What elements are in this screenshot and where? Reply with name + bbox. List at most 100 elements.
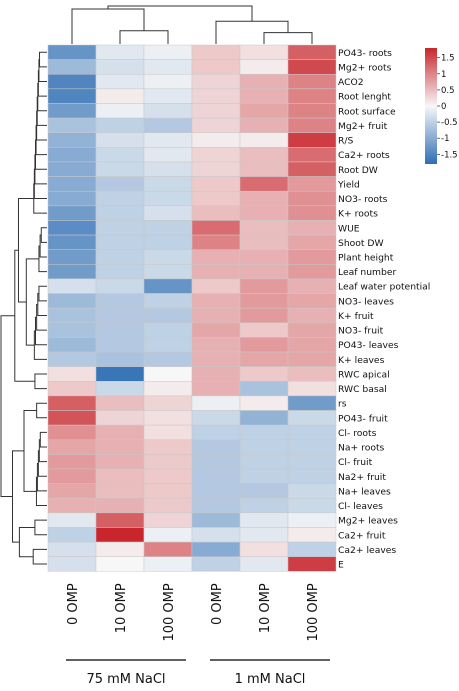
- row-label: K+ roots: [338, 209, 378, 220]
- legend-colorbar: [425, 48, 437, 164]
- row-labels: PO43- roots Mg2+ roots ACO2 Root lenght Root…: [337, 48, 430, 571]
- row-label: Shoot DW: [338, 238, 384, 249]
- heatmap-cell: [47, 161, 97, 177]
- heatmap-cell: [47, 454, 97, 470]
- heatmap-cell: [143, 307, 193, 324]
- heatmap-cell: [47, 337, 97, 353]
- heatmap-cell: [287, 541, 337, 557]
- heatmap-cell: [287, 293, 337, 309]
- heatmap-cell: [239, 497, 289, 514]
- heatmap-cell: [287, 73, 337, 90]
- legend-tick-label: 1: [441, 70, 446, 80]
- heatmap-cell: [239, 205, 289, 221]
- heatmap-cell: [143, 351, 193, 367]
- heatmap-cell: [191, 395, 241, 411]
- heatmap-cell: [287, 234, 337, 250]
- heatmap-cell: [287, 527, 337, 543]
- column-label: 100 OMP: [306, 583, 321, 641]
- heatmap-cell: [191, 88, 241, 104]
- heatmap-cell: [191, 176, 241, 192]
- heatmap-cell: [191, 483, 241, 499]
- row-label: NO3- roots: [338, 194, 388, 205]
- heatmap-cell: [143, 205, 193, 221]
- heatmap-cell: [191, 497, 241, 514]
- row-label: Mg2+ leaves: [338, 516, 398, 527]
- heatmap-cell: [287, 424, 337, 440]
- row-label: Yield: [337, 179, 360, 190]
- row-label: Leaf number: [338, 267, 396, 278]
- heatmap-cell: [47, 512, 97, 528]
- row-label: RWC apical: [338, 369, 390, 380]
- heatmap-cell: [95, 322, 145, 338]
- heatmap-cell: [143, 395, 193, 411]
- heatmap-cell: [95, 234, 145, 250]
- heatmap-cell: [47, 541, 97, 557]
- heatmap-cell: [47, 366, 97, 382]
- heatmap-cell: [287, 190, 337, 207]
- heatmap-cell: [191, 454, 241, 470]
- heatmap-cell: [95, 220, 145, 236]
- heatmap-cell: [287, 103, 337, 119]
- dendrogram-branch: [18, 526, 35, 558]
- heatmap-cell: [287, 278, 337, 294]
- heatmap-cell: [143, 483, 193, 499]
- heatmap-cell: [47, 147, 97, 163]
- heatmap-cell: [239, 234, 289, 250]
- heatmap-cell: [287, 468, 337, 484]
- row-label: Leaf water potential: [338, 282, 430, 293]
- heatmap-cell: [143, 468, 193, 484]
- heatmap-cell: [143, 512, 193, 528]
- heatmap-cell: [95, 541, 145, 557]
- row-label: Ca2+ roots: [338, 150, 390, 161]
- heatmap-cell: [95, 483, 145, 499]
- dendrogram-branch: [36, 402, 47, 419]
- heatmap-cell: [287, 161, 337, 177]
- row-label: Root lenght: [338, 92, 391, 103]
- heatmap-cell: [287, 59, 337, 75]
- heatmap-cell: [95, 278, 145, 294]
- legend-tick-label: -1.5: [441, 150, 458, 160]
- heatmap-cell: [191, 366, 241, 382]
- heatmap-cell: [239, 556, 289, 572]
- heatmap-cell: [191, 307, 241, 324]
- row-label: Ca2+ fruit: [338, 530, 386, 541]
- heatmap-cell: [239, 439, 289, 455]
- heatmap-cell: [191, 161, 241, 177]
- heatmap-cell: [287, 454, 337, 470]
- heatmap-cell: [143, 161, 193, 177]
- heatmap-cell: [47, 234, 97, 250]
- row-label: WUE: [338, 223, 360, 234]
- dendrogram-branch: [23, 410, 37, 492]
- row-label: PO43- roots: [338, 48, 392, 59]
- heatmap-cell: [143, 439, 193, 455]
- row-label: NO3- leaves: [338, 296, 394, 307]
- heatmap-cell: [47, 395, 97, 411]
- heatmap-cell: [239, 88, 289, 104]
- heatmap-cell: [95, 366, 145, 382]
- heatmap-cell: [239, 483, 289, 499]
- heatmap-cell: [47, 205, 97, 221]
- heatmap-cell: [143, 176, 193, 192]
- heatmap-cell: [239, 307, 289, 324]
- legend-tick-label: 0.5: [441, 86, 455, 96]
- heatmap-cell: [95, 337, 145, 353]
- heatmap-cell: [239, 541, 289, 557]
- heatmap-cell: [191, 264, 241, 280]
- heatmap-cell: [47, 88, 97, 104]
- heatmap-cell: [239, 278, 289, 294]
- heatmap-cell: [95, 205, 145, 221]
- heatmap-cell: [95, 556, 145, 572]
- heatmap-cell: [287, 556, 337, 572]
- heatmap-cell: [95, 395, 145, 411]
- heatmap-cell: [143, 293, 193, 309]
- heatmap-cell: [239, 424, 289, 440]
- heatmap-cell: [47, 439, 97, 455]
- row-label: PO43- leaves: [338, 340, 399, 351]
- dendrogram-branch: [37, 70, 47, 97]
- heatmap-cell: [191, 468, 241, 484]
- heatmap-cell: [47, 307, 97, 324]
- heatmap-cell: [143, 278, 193, 294]
- dendrogram-branch: [25, 258, 39, 346]
- heatmap-cell: [287, 249, 337, 265]
- heatmap-cell: [143, 454, 193, 470]
